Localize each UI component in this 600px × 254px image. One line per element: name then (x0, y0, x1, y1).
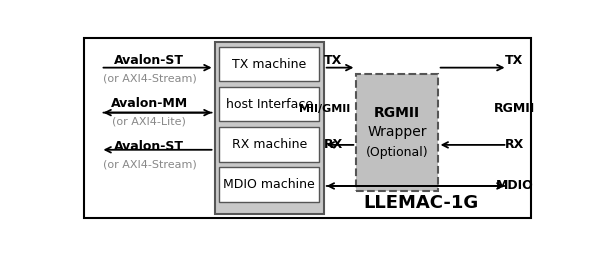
Bar (356, 73, 438, 191)
Text: (or AXI4-Stream): (or AXI4-Stream) (103, 73, 196, 83)
Text: Avalon-ST: Avalon-ST (115, 54, 184, 67)
Text: TX: TX (505, 54, 524, 67)
Text: (or AXI4-Stream): (or AXI4-Stream) (103, 160, 196, 169)
Text: MDIO machine: MDIO machine (223, 178, 315, 191)
Text: Wrapper: Wrapper (367, 125, 427, 139)
Text: RGMII: RGMII (374, 106, 420, 120)
Bar (219, 167, 319, 202)
Text: RGMII: RGMII (494, 102, 535, 115)
Text: (or AXI4-Lite): (or AXI4-Lite) (112, 116, 187, 126)
Text: Avalon-MM: Avalon-MM (111, 97, 188, 110)
Text: MDIO: MDIO (496, 180, 533, 193)
Text: (Optional): (Optional) (366, 146, 428, 159)
Text: TX: TX (324, 54, 342, 67)
Text: RX machine: RX machine (232, 138, 307, 151)
Text: host Interface: host Interface (226, 98, 313, 111)
Bar (219, 47, 319, 81)
Bar (219, 127, 319, 162)
Bar (215, 42, 324, 214)
Text: Avalon-ST: Avalon-ST (115, 140, 184, 153)
Text: TX machine: TX machine (232, 58, 306, 71)
Bar (219, 87, 319, 121)
Text: MII/GMII: MII/GMII (299, 104, 350, 114)
Text: RX: RX (505, 138, 524, 151)
Text: LLEMAC-1G: LLEMAC-1G (364, 194, 479, 212)
Text: RX: RX (323, 138, 343, 151)
